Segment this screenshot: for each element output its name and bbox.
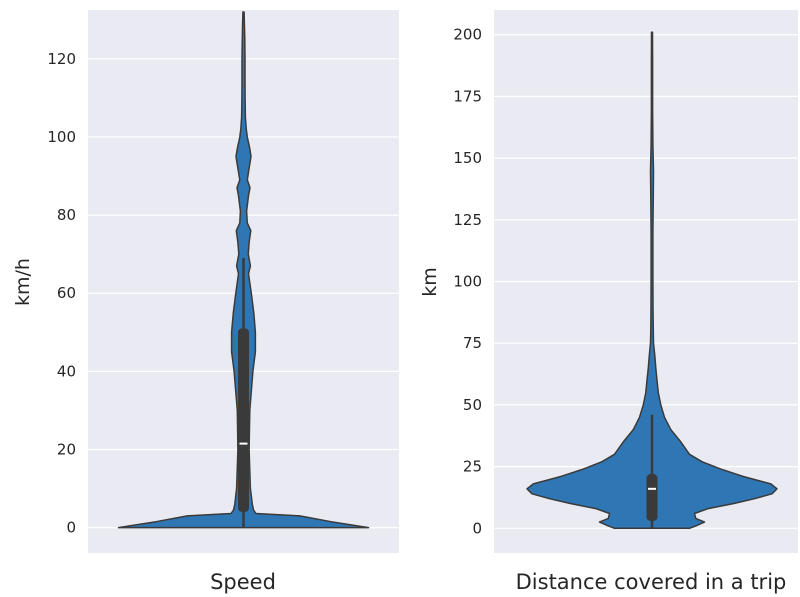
speed-y-axis-label: km/h bbox=[12, 258, 34, 306]
y-tick-label: 75 bbox=[463, 334, 482, 352]
y-tick-label: 25 bbox=[463, 458, 482, 476]
distance-panel: 0 25 50 75 100 125 150 175 200 km Distance cover… bbox=[419, 10, 798, 594]
y-tick-label: 0 bbox=[66, 519, 76, 537]
speed-panel: 0 20 40 60 80 100 120 km/h Speed bbox=[12, 10, 399, 594]
y-tick-label: 120 bbox=[47, 50, 76, 68]
y-tick-label: 150 bbox=[453, 149, 482, 167]
speed-y-tick-labels: 0 20 40 60 80 100 120 bbox=[47, 50, 76, 537]
distance-violin bbox=[526, 31, 778, 530]
speed-x-axis-label: Speed bbox=[210, 570, 276, 594]
y-tick-label: 40 bbox=[57, 362, 76, 380]
y-tick-label: 20 bbox=[57, 440, 76, 458]
speed-iqr-box bbox=[238, 328, 249, 512]
distance-y-axis-label: km bbox=[419, 267, 441, 297]
distance-x-axis-label: Distance covered in a trip bbox=[516, 570, 787, 594]
y-tick-label: 175 bbox=[453, 87, 482, 105]
distance-violin-body bbox=[526, 31, 778, 530]
y-tick-label: 60 bbox=[57, 284, 76, 302]
y-tick-label: 100 bbox=[453, 273, 482, 291]
distance-iqr-box bbox=[646, 474, 658, 521]
y-tick-label: 80 bbox=[57, 206, 76, 224]
y-tick-label: 50 bbox=[463, 396, 482, 414]
y-tick-label: 200 bbox=[453, 26, 482, 44]
y-tick-label: 100 bbox=[47, 128, 76, 146]
distance-gridlines bbox=[494, 34, 798, 529]
speed-violin bbox=[117, 11, 370, 529]
y-tick-label: 125 bbox=[453, 211, 482, 229]
y-tick-label: 0 bbox=[472, 519, 482, 537]
distance-y-tick-labels: 0 25 50 75 100 125 150 175 200 bbox=[453, 26, 482, 538]
